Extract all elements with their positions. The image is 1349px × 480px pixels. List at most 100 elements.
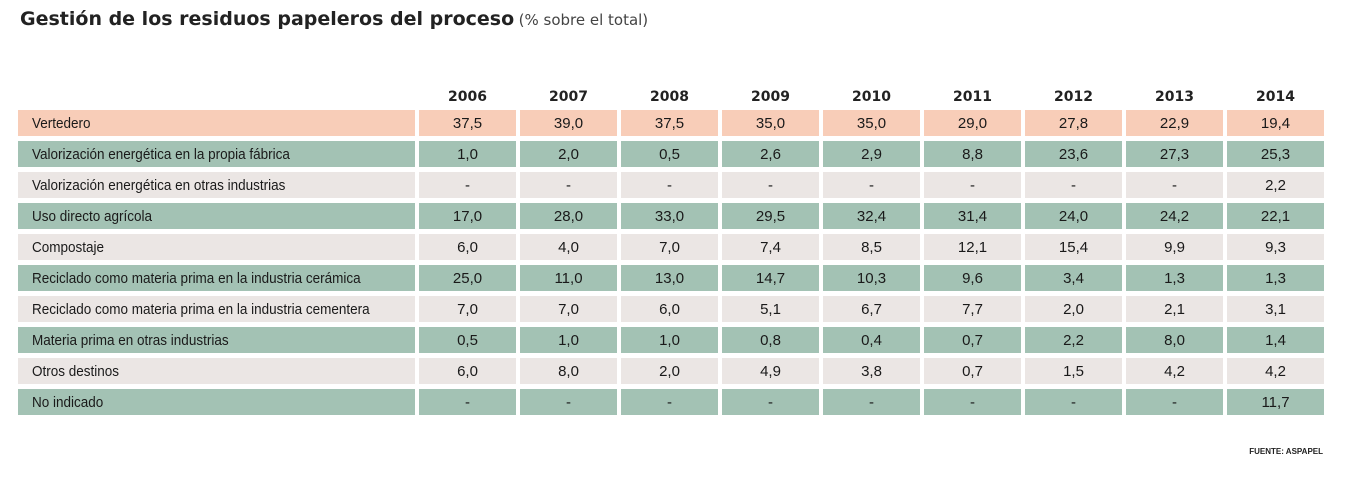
table-cell: 24,2 — [1126, 203, 1223, 229]
row-label: Compostaje — [18, 234, 415, 260]
table-row: Valorización energética en otras industr… — [18, 172, 1324, 198]
table-cell: 29,0 — [924, 110, 1021, 136]
row-label-text: Reciclado como materia prima en la indus… — [32, 300, 370, 318]
table-cell: 7,0 — [621, 234, 718, 260]
table-cell: 7,0 — [419, 296, 516, 322]
table-cell: - — [823, 389, 920, 415]
chart-title-block: Gestión de los residuos papeleros del pr… — [20, 8, 648, 30]
table-cell: - — [722, 389, 819, 415]
data-table: 2006 2007 2008 2009 2010 2011 2012 2013 2014 Vert… — [18, 84, 1324, 420]
table-cell: 9,3 — [1227, 234, 1324, 260]
table-cell: 22,1 — [1227, 203, 1324, 229]
table-cell: 4,2 — [1227, 358, 1324, 384]
table-cell: 0,7 — [924, 327, 1021, 353]
column-header-2009: 2009 — [751, 89, 790, 105]
column-header-2008: 2008 — [650, 89, 689, 105]
row-label-text: Compostaje — [32, 238, 105, 256]
table-cell: 2,0 — [621, 358, 718, 384]
table-cell: 4,2 — [1126, 358, 1223, 384]
row-label-text: Vertedero — [32, 114, 91, 132]
table-cell: 35,0 — [722, 110, 819, 136]
table-cell: 1,3 — [1227, 265, 1324, 291]
table-cell: 7,4 — [722, 234, 819, 260]
table-cell: - — [823, 172, 920, 198]
column-header-2013: 2013 — [1155, 89, 1194, 105]
table-cell: 27,3 — [1126, 141, 1223, 167]
table-cell: 29,5 — [722, 203, 819, 229]
column-header-2006: 2006 — [448, 89, 487, 105]
row-label: Valorización energética en la propia fáb… — [18, 141, 415, 167]
column-header-2010: 2010 — [852, 89, 891, 105]
row-label-text: No indicado — [32, 393, 104, 411]
table-cell: 22,9 — [1126, 110, 1223, 136]
table-cell: 2,2 — [1025, 327, 1122, 353]
table-cell: 37,5 — [419, 110, 516, 136]
table-cell: 37,5 — [621, 110, 718, 136]
chart-title: Gestión de los residuos papeleros del pr… — [20, 8, 515, 30]
row-label: Uso directo agrícola — [18, 203, 415, 229]
row-label: Reciclado como materia prima en la indus… — [18, 296, 415, 322]
table-cell: 0,8 — [722, 327, 819, 353]
row-label-text: Valorización energética en otras industr… — [32, 176, 286, 194]
table-cell: 11,0 — [520, 265, 617, 291]
table-cell: - — [924, 389, 1021, 415]
table-cell: 4,9 — [722, 358, 819, 384]
table-cell: - — [1025, 389, 1122, 415]
table-cell: - — [1126, 389, 1223, 415]
column-header-2014: 2014 — [1256, 89, 1295, 105]
table-cell: 9,9 — [1126, 234, 1223, 260]
table-cell: - — [1025, 172, 1122, 198]
table-cell: 35,0 — [823, 110, 920, 136]
table-row: Materia prima en otras industrias 0,5 1,0 1… — [18, 327, 1324, 353]
table-cell: 23,6 — [1025, 141, 1122, 167]
column-header-2007: 2007 — [549, 89, 588, 105]
column-header-2011: 2011 — [953, 89, 992, 105]
table-cell: 4,0 — [520, 234, 617, 260]
row-label: Vertedero — [18, 110, 415, 136]
row-label: Otros destinos — [18, 358, 415, 384]
table-row: Otros destinos 6,0 8,0 2,0 4,9 3,8 0,7 1,5 4,2 4,… — [18, 358, 1324, 384]
table-cell: 1,0 — [621, 327, 718, 353]
table-cell: 1,4 — [1227, 327, 1324, 353]
table-cell: 15,4 — [1025, 234, 1122, 260]
table-cell: 25,0 — [419, 265, 516, 291]
row-label: Materia prima en otras industrias — [18, 327, 415, 353]
table-cell: 14,7 — [722, 265, 819, 291]
table-cell: 17,0 — [419, 203, 516, 229]
table-cell: - — [520, 389, 617, 415]
table-row: Uso directo agrícola 17,0 28,0 33,0 29,5 32,4… — [18, 203, 1324, 229]
table-cell: 28,0 — [520, 203, 617, 229]
table-cell: 3,4 — [1025, 265, 1122, 291]
table-cell: 24,0 — [1025, 203, 1122, 229]
table-row: Vertedero 37,5 39,0 37,5 35,0 35,0 29,0 27,8 22,… — [18, 110, 1324, 136]
table-cell: 12,1 — [924, 234, 1021, 260]
table-cell: 27,8 — [1025, 110, 1122, 136]
table-cell: - — [924, 172, 1021, 198]
table-cell: 11,7 — [1227, 389, 1324, 415]
table-cell: 2,0 — [1025, 296, 1122, 322]
table-cell: 3,8 — [823, 358, 920, 384]
table-cell: 2,6 — [722, 141, 819, 167]
table-cell: 0,5 — [621, 141, 718, 167]
table-cell: 2,9 — [823, 141, 920, 167]
table-cell: - — [419, 172, 516, 198]
table-row: Reciclado como materia prima en la indus… — [18, 265, 1324, 291]
row-label-text: Valorización energética en la propia fáb… — [32, 145, 290, 163]
table-cell: 8,0 — [1126, 327, 1223, 353]
table-cell: 3,1 — [1227, 296, 1324, 322]
table-cell: 0,5 — [419, 327, 516, 353]
table-cell: - — [520, 172, 617, 198]
chart-subtitle: (% sobre el total) — [518, 11, 649, 29]
table-cell: 33,0 — [621, 203, 718, 229]
row-label-text: Uso directo agrícola — [32, 207, 153, 225]
table-cell: 25,3 — [1227, 141, 1324, 167]
table-cell: - — [722, 172, 819, 198]
table-cell: 31,4 — [924, 203, 1021, 229]
table-row: Compostaje 6,0 4,0 7,0 7,4 8,5 12,1 15,4 9,9 9,3 — [18, 234, 1324, 260]
table-cell: - — [621, 389, 718, 415]
table-cell: 6,0 — [621, 296, 718, 322]
row-label: Reciclado como materia prima en la indus… — [18, 265, 415, 291]
table-cell: 1,3 — [1126, 265, 1223, 291]
table-cell: - — [1126, 172, 1223, 198]
table-cell: 2,1 — [1126, 296, 1223, 322]
